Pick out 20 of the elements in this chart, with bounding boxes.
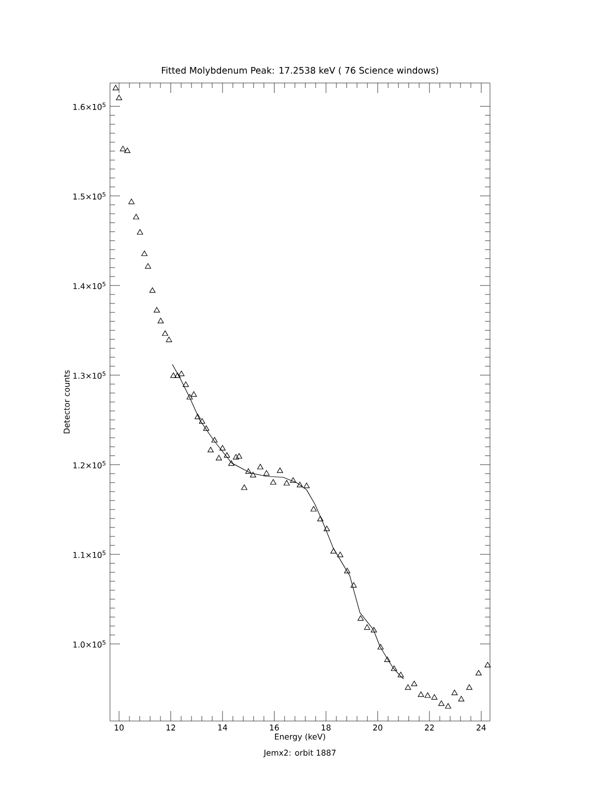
y-tick-label: 1.5×10$^{5}$ [73, 192, 106, 200]
x-tick-label: 22 [424, 724, 434, 730]
chart-title: Fitted Molybdenum Peak: 17.2538 keV ( 76 Science windows) [162, 66, 438, 76]
x-axis-title: Energy (keV) [275, 733, 326, 742]
line-series [172, 364, 404, 680]
text: Jemx2: orbit 1887 [263, 750, 336, 758]
y-axis-title: Detector counts [64, 370, 70, 434]
y-tick-label: 1.0×10$^{5}$ [73, 640, 106, 648]
x-tick-label: 14 [218, 724, 228, 730]
x-tick-label: 10 [114, 724, 124, 731]
x-tick-label: 20 [373, 724, 382, 731]
y-tick-label: 1.4×10$^{5}$ [73, 282, 106, 290]
x-tick-label: 18 [322, 724, 331, 731]
x-tick-label: 12 [166, 724, 176, 730]
y-tick-label: 1.1×10$^{5}$ [73, 550, 106, 558]
y-tick-label: 1.2×10$^{5}$ [73, 461, 106, 468]
y-tick-label: 1.3×10$^{5}$ [73, 371, 106, 379]
x-tick-label: 16 [270, 724, 279, 731]
x-tick-label: 24 [476, 724, 486, 730]
y-tick-label: 1.6×10$^{5}$ [73, 102, 106, 110]
